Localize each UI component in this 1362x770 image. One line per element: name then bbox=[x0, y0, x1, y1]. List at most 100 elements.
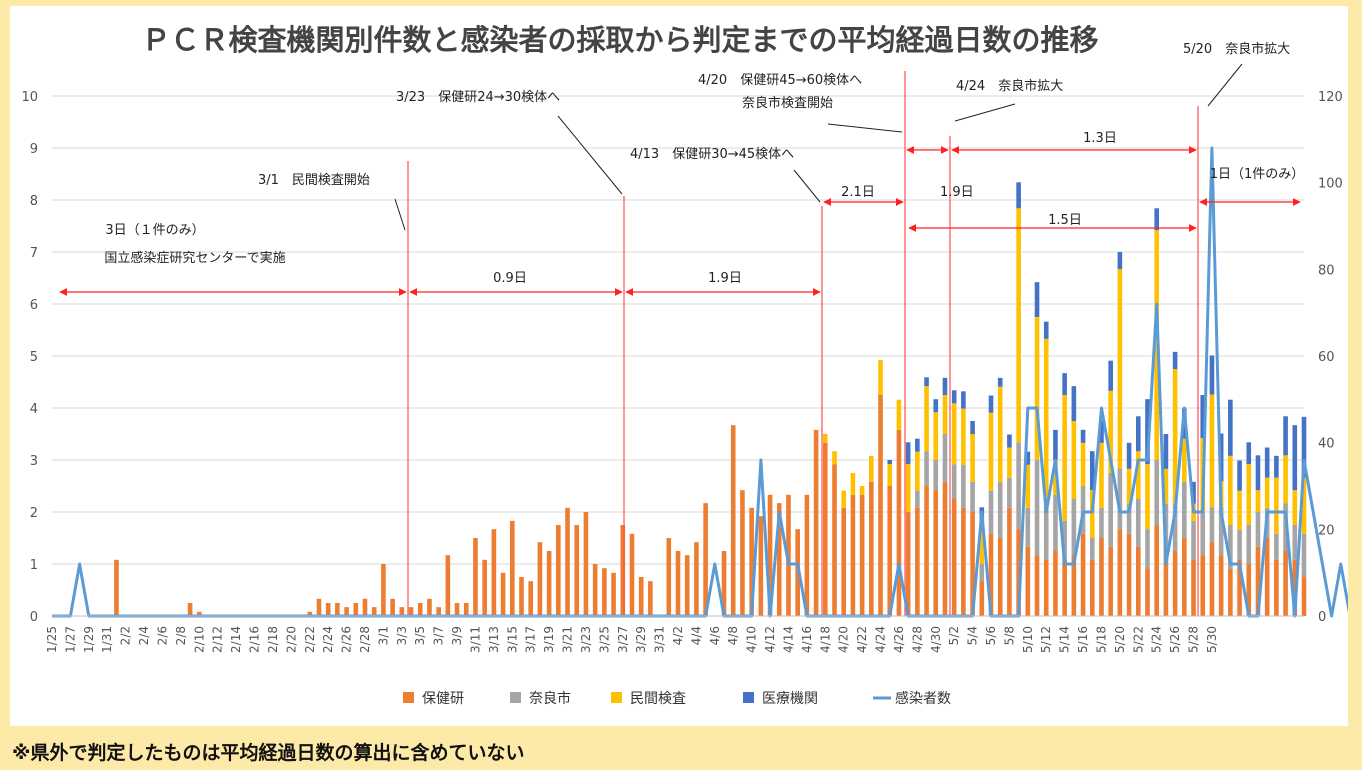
annotation-label: 0.9日 bbox=[493, 271, 527, 286]
bar-iryo bbox=[1025, 451, 1031, 465]
bar-hoken bbox=[436, 607, 441, 616]
chart-title: ＰＣＲ検査機関別件数と感染者の採取から判定までの平均経過日数の推移 bbox=[141, 23, 1098, 57]
y-tick-left: 4 bbox=[30, 402, 38, 417]
y-tick-left: 1 bbox=[30, 558, 38, 573]
bar-hoken bbox=[1237, 559, 1242, 616]
bar-hoken bbox=[1255, 546, 1261, 616]
bar-minkan bbox=[1062, 395, 1067, 521]
bar-nara bbox=[1218, 507, 1224, 556]
callout-line bbox=[793, 169, 821, 203]
legend-swatch-hoken bbox=[403, 692, 414, 703]
bar-hoken bbox=[325, 603, 331, 616]
bar-nara bbox=[1062, 520, 1067, 560]
bar-nara bbox=[1053, 494, 1058, 551]
bar-hoken bbox=[1200, 555, 1206, 616]
bar-nara bbox=[1099, 507, 1104, 538]
bar-nara bbox=[1007, 477, 1012, 508]
bar-hoken bbox=[887, 486, 893, 616]
bar-minkan bbox=[988, 412, 994, 491]
bar-iryo bbox=[1200, 395, 1206, 439]
x-tick-label: 4/10 bbox=[745, 626, 759, 653]
bar-iryo bbox=[1163, 434, 1169, 469]
bar-hoken bbox=[1283, 551, 1288, 616]
bar-iryo bbox=[942, 377, 948, 395]
bar-iryo bbox=[1274, 455, 1279, 478]
annotation-label: 1.3日 bbox=[1083, 131, 1117, 146]
bar-hoken bbox=[1126, 533, 1132, 616]
x-tick-label: 4/24 bbox=[874, 626, 888, 653]
bar-minkan bbox=[1209, 394, 1215, 508]
bar-iryo bbox=[1246, 442, 1252, 465]
bar-hoken bbox=[804, 494, 810, 616]
x-tick-label: 3/21 bbox=[561, 626, 575, 653]
bar-minkan bbox=[942, 395, 948, 434]
bar-minkan bbox=[878, 360, 883, 395]
bar-hoken bbox=[427, 598, 432, 616]
x-tick-label: 3/31 bbox=[653, 626, 667, 653]
y-tick-left: 9 bbox=[30, 142, 38, 157]
legend-swatch-iryo bbox=[743, 692, 754, 703]
y-tick-left: 10 bbox=[21, 90, 38, 105]
bar-nara bbox=[988, 490, 994, 534]
bar-minkan bbox=[1301, 477, 1307, 534]
bar-hoken bbox=[565, 507, 570, 616]
bar-minkan bbox=[822, 434, 828, 443]
bar-hoken bbox=[905, 512, 911, 616]
bar-nara bbox=[1209, 507, 1215, 543]
bar-hoken bbox=[1218, 555, 1224, 616]
bar-minkan bbox=[1135, 451, 1141, 499]
bar-iryo bbox=[1237, 460, 1242, 491]
bar-minkan bbox=[841, 490, 847, 508]
bar-hoken bbox=[1007, 507, 1012, 616]
y-tick-right: 100 bbox=[1318, 177, 1343, 192]
bar-minkan bbox=[915, 451, 920, 491]
bar-iryo bbox=[1283, 416, 1288, 456]
bar-hoken bbox=[1182, 538, 1187, 616]
bar-nara bbox=[997, 481, 1003, 538]
x-tick-label: 4/22 bbox=[855, 626, 869, 653]
bar-minkan bbox=[1283, 455, 1288, 504]
bar-nara bbox=[1274, 533, 1279, 560]
bar-minkan bbox=[1182, 438, 1187, 482]
annotation-label: 3日（１件のみ） bbox=[105, 223, 204, 238]
bar-hoken bbox=[629, 533, 635, 616]
y-tick-left: 2 bbox=[30, 506, 38, 521]
bar-hoken bbox=[795, 529, 800, 616]
x-tick-label: 3/5 bbox=[413, 626, 427, 645]
annotation-label: 4/24 奈良市拡大 bbox=[956, 78, 1063, 94]
x-tick-label: 5/18 bbox=[1094, 626, 1108, 653]
bar-hoken bbox=[988, 533, 994, 616]
legend-label: 医療機関 bbox=[762, 690, 818, 707]
x-tick-label: 5/2 bbox=[947, 626, 961, 645]
bar-minkan bbox=[933, 412, 939, 460]
bar-hoken bbox=[1145, 568, 1150, 616]
bar-minkan bbox=[1255, 490, 1261, 512]
legend-label: 感染者数 bbox=[895, 690, 951, 707]
bar-hoken bbox=[749, 507, 754, 616]
bar-minkan bbox=[961, 408, 966, 465]
chart-svg: ＰＣＲ検査機関別件数と感染者の採取から判定までの平均経過日数の推移 0 1 2 3 4 5… bbox=[21, 23, 1348, 707]
x-tick-label: 4/30 bbox=[929, 626, 943, 653]
bar-hoken bbox=[730, 425, 736, 616]
callout-line bbox=[954, 103, 1016, 122]
bar-minkan bbox=[850, 473, 856, 495]
bar-hoken bbox=[1034, 555, 1040, 616]
legend-label: 民間検査 bbox=[630, 691, 686, 707]
bar-hoken bbox=[1191, 559, 1196, 616]
annotation-label: 奈良市検査開始 bbox=[742, 95, 833, 111]
bar-minkan bbox=[859, 486, 865, 495]
bar-hoken bbox=[556, 525, 561, 616]
y-tick-right: 40 bbox=[1318, 437, 1335, 452]
bar-hoken bbox=[740, 490, 745, 616]
callout-line bbox=[1207, 63, 1243, 107]
bar-hoken bbox=[546, 551, 552, 616]
bar-hoken bbox=[620, 525, 626, 616]
bar-hoken bbox=[454, 603, 460, 616]
x-tick-label: 4/4 bbox=[689, 626, 703, 645]
bar-hoken bbox=[1264, 538, 1270, 616]
x-tick-label: 2/22 bbox=[303, 626, 317, 653]
x-tick-label: 2/2 bbox=[119, 626, 133, 645]
bar-hoken bbox=[1209, 542, 1215, 616]
bar-hoken bbox=[1117, 529, 1123, 616]
x-tick-label: 3/29 bbox=[634, 626, 648, 653]
